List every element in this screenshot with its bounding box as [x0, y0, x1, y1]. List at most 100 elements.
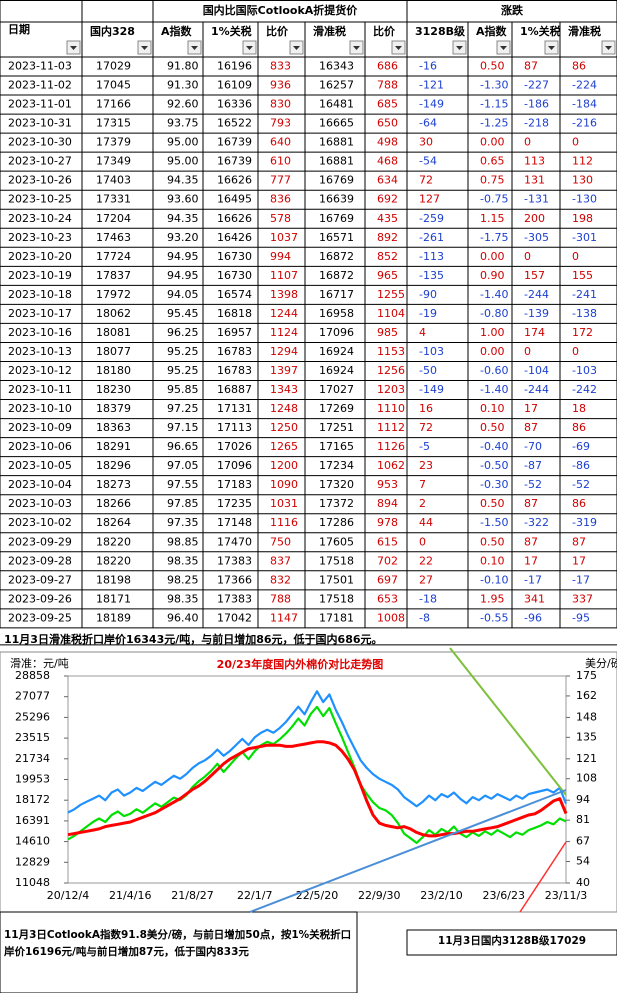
cell: 1294: [270, 345, 298, 358]
cell: 16769: [319, 212, 354, 225]
cell: 953: [377, 478, 398, 491]
cell: 468: [377, 155, 398, 168]
cell: 16665: [319, 117, 354, 130]
cell: 93.75: [167, 117, 199, 130]
cell: 127: [419, 193, 440, 206]
column-header: 比价: [266, 24, 289, 38]
cell: 2023-10-09: [8, 421, 72, 434]
cell: 72: [419, 174, 433, 187]
column-header: A指数: [161, 24, 193, 38]
footer-right: 11月3日国内3128B级17029: [437, 935, 587, 947]
cell: 18291: [96, 440, 131, 453]
cell: 18230: [96, 383, 131, 396]
cell: 0: [524, 250, 531, 263]
cell: 1255: [377, 288, 405, 301]
column-header: 国内328: [90, 24, 135, 38]
cell: 17837: [96, 269, 131, 282]
filter-arrow: [548, 46, 555, 50]
cell: 16783: [217, 364, 252, 377]
cell: -0.40: [480, 440, 508, 453]
cell: 0: [524, 345, 531, 358]
cell: 94.95: [167, 250, 199, 263]
cell: 157: [524, 269, 545, 282]
cell: 86: [572, 60, 586, 73]
y2-tick-label: 148: [576, 710, 597, 723]
cell: -242: [572, 383, 597, 396]
cell: -70: [524, 440, 542, 453]
filter-arrow: [191, 46, 198, 50]
cell: 95.25: [167, 364, 199, 377]
cell: 94.05: [167, 288, 199, 301]
cell: 16887: [217, 383, 252, 396]
cell: 17181: [319, 611, 354, 624]
y-tick-label: 23515: [15, 731, 50, 744]
cell: 17204: [96, 212, 131, 225]
cell: 16739: [217, 136, 252, 149]
cell: -244: [524, 288, 549, 301]
y-axis-label: 滑准：元/吨: [10, 657, 69, 670]
cell: -149: [419, 383, 444, 396]
cell: 18081: [96, 326, 131, 339]
cell: 1153: [377, 345, 405, 358]
filter-arrow: [70, 46, 77, 50]
cell: 892: [377, 231, 398, 244]
cell: 0: [419, 535, 426, 548]
cell: 93.20: [167, 231, 199, 244]
cell: 2023-10-05: [8, 459, 72, 472]
cell: 17096: [217, 459, 252, 472]
cell: 634: [377, 174, 398, 187]
filter-arrow: [141, 46, 148, 50]
x-tick-label: 22/1/7: [237, 889, 272, 902]
column-header: 1%关税: [211, 24, 252, 38]
cell: -184: [572, 98, 597, 111]
filter-arrow: [293, 46, 300, 50]
cell: 16571: [319, 231, 354, 244]
cell: 16730: [217, 250, 252, 263]
cell: 17235: [217, 497, 252, 510]
cell: 17113: [217, 421, 252, 434]
cell: 17463: [96, 231, 131, 244]
cell: 7: [419, 478, 426, 491]
cell: 30: [419, 136, 433, 149]
cell: 17183: [217, 478, 252, 491]
cell: 18: [572, 402, 586, 415]
cell: 86: [572, 497, 586, 510]
cell: 498: [377, 136, 398, 149]
cell: -1.40: [480, 383, 508, 396]
cell: 17045: [96, 79, 131, 92]
cell: 96.65: [167, 440, 199, 453]
header-bg: [0, 0, 617, 57]
note: 11月3日滑准税折口岸价16343元/吨，与前日增加86元，低于国内686元。: [4, 632, 383, 646]
column-header: 1%关税: [520, 24, 561, 38]
cell: -1.75: [480, 231, 508, 244]
cell: -227: [524, 79, 549, 92]
cell: 95.85: [167, 383, 199, 396]
y-tick-label: 27077: [15, 690, 50, 703]
cell: 697: [377, 573, 398, 586]
y2-tick-label: 121: [576, 752, 597, 765]
cell: 965: [377, 269, 398, 282]
cell: -1.30: [480, 79, 508, 92]
cell: 0: [572, 136, 579, 149]
cell: -96: [524, 611, 542, 624]
cell: 2023-10-16: [8, 326, 72, 339]
cell: 0.65: [480, 155, 505, 168]
cell: 98.35: [167, 592, 199, 605]
filter-arrow: [395, 46, 402, 50]
y-tick-label: 16391: [15, 814, 50, 827]
cell: 2023-10-23: [8, 231, 72, 244]
cell: 985: [377, 326, 398, 339]
cell: 2023-09-25: [8, 611, 72, 624]
cell: 17026: [217, 440, 252, 453]
cell: 72: [419, 421, 433, 434]
cell: 17379: [96, 136, 131, 149]
cell: 18273: [96, 478, 131, 491]
cell: 2023-10-26: [8, 174, 72, 187]
cell: -0.75: [480, 193, 508, 206]
cell: -64: [419, 117, 437, 130]
cell: 87: [524, 535, 538, 548]
cell: -95: [572, 611, 590, 624]
cell: -319: [572, 516, 597, 529]
cell: -113: [419, 250, 444, 263]
